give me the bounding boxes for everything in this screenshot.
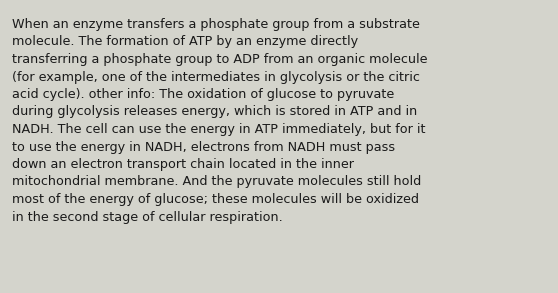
Text: When an enzyme transfers a phosphate group from a substrate
molecule. The format: When an enzyme transfers a phosphate gro… (12, 18, 427, 224)
